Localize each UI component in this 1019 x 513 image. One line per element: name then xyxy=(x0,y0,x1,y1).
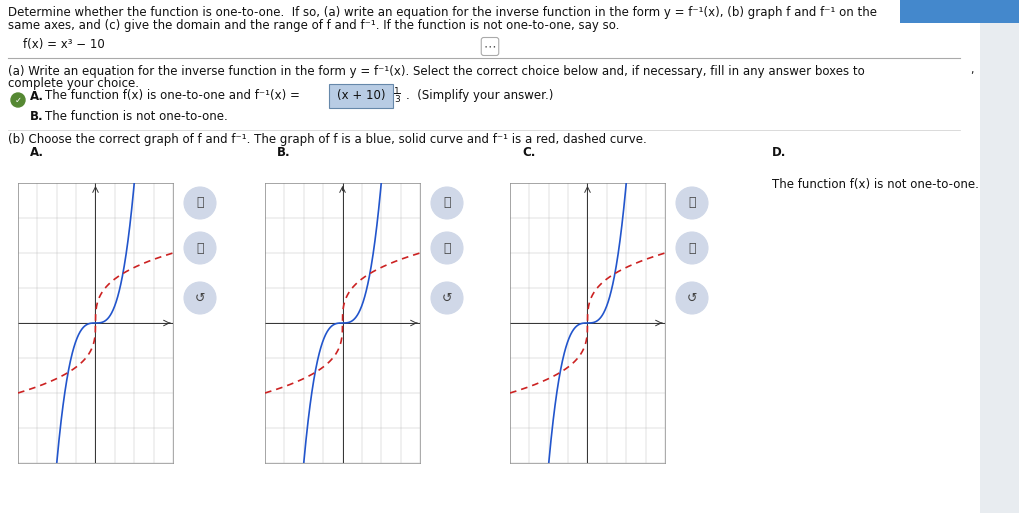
Text: complete your choice.: complete your choice. xyxy=(8,77,139,90)
FancyBboxPatch shape xyxy=(329,84,392,108)
Text: 🔍: 🔍 xyxy=(688,196,695,209)
Text: (x + 10): (x + 10) xyxy=(336,89,385,103)
Circle shape xyxy=(259,147,271,159)
Text: 🔍: 🔍 xyxy=(688,242,695,254)
FancyBboxPatch shape xyxy=(0,0,979,513)
Circle shape xyxy=(183,282,216,314)
Text: A.: A. xyxy=(30,89,44,103)
Text: .  (Simplify your answer.): . (Simplify your answer.) xyxy=(406,89,553,103)
Text: ⋯: ⋯ xyxy=(483,40,496,53)
Text: 🔍: 🔍 xyxy=(443,242,450,254)
Text: same axes, and (c) give the domain and the range of f and f⁻¹. If the function i: same axes, and (c) give the domain and t… xyxy=(8,19,619,32)
Circle shape xyxy=(431,282,463,314)
Circle shape xyxy=(183,187,216,219)
Circle shape xyxy=(753,147,765,159)
Text: The function f(x) is one-to-one and f⁻¹(x) =: The function f(x) is one-to-one and f⁻¹(… xyxy=(45,89,304,103)
Text: (a) Write an equation for the inverse function in the form y = f⁻¹(x). Select th: (a) Write an equation for the inverse fu… xyxy=(8,65,864,78)
Text: 🔍: 🔍 xyxy=(196,242,204,254)
Circle shape xyxy=(503,147,516,159)
Circle shape xyxy=(12,147,24,159)
Text: 3: 3 xyxy=(393,95,399,104)
Circle shape xyxy=(676,232,707,264)
Text: ↺: ↺ xyxy=(686,291,697,305)
Circle shape xyxy=(676,187,707,219)
Text: Determine whether the function is one-to-one.  If so, (a) write an equation for : Determine whether the function is one-to… xyxy=(8,6,876,19)
Text: f(x) = x³ − 10: f(x) = x³ − 10 xyxy=(8,38,105,51)
Text: ,: , xyxy=(969,65,972,75)
Circle shape xyxy=(431,187,463,219)
Text: 1: 1 xyxy=(393,87,399,96)
Circle shape xyxy=(11,93,25,107)
Text: B.: B. xyxy=(277,147,290,160)
Circle shape xyxy=(431,232,463,264)
Text: 🔍: 🔍 xyxy=(196,196,204,209)
Text: The function is not one-to-one.: The function is not one-to-one. xyxy=(45,109,227,123)
Text: (b) Choose the correct graph of f and f⁻¹. The graph of f is a blue, solid curve: (b) Choose the correct graph of f and f⁻… xyxy=(8,133,646,146)
Text: ↺: ↺ xyxy=(195,291,205,305)
Bar xyxy=(899,0,1019,23)
Text: 🔍: 🔍 xyxy=(443,196,450,209)
Text: ✓: ✓ xyxy=(14,95,21,105)
Circle shape xyxy=(12,110,24,122)
Circle shape xyxy=(676,282,707,314)
Text: D.: D. xyxy=(771,147,786,160)
Text: A.: A. xyxy=(30,147,44,160)
Circle shape xyxy=(183,232,216,264)
Text: B.: B. xyxy=(30,109,44,123)
Text: ↺: ↺ xyxy=(441,291,451,305)
Text: The function f(x) is not one-to-one.: The function f(x) is not one-to-one. xyxy=(771,178,978,191)
Text: C.: C. xyxy=(522,147,535,160)
